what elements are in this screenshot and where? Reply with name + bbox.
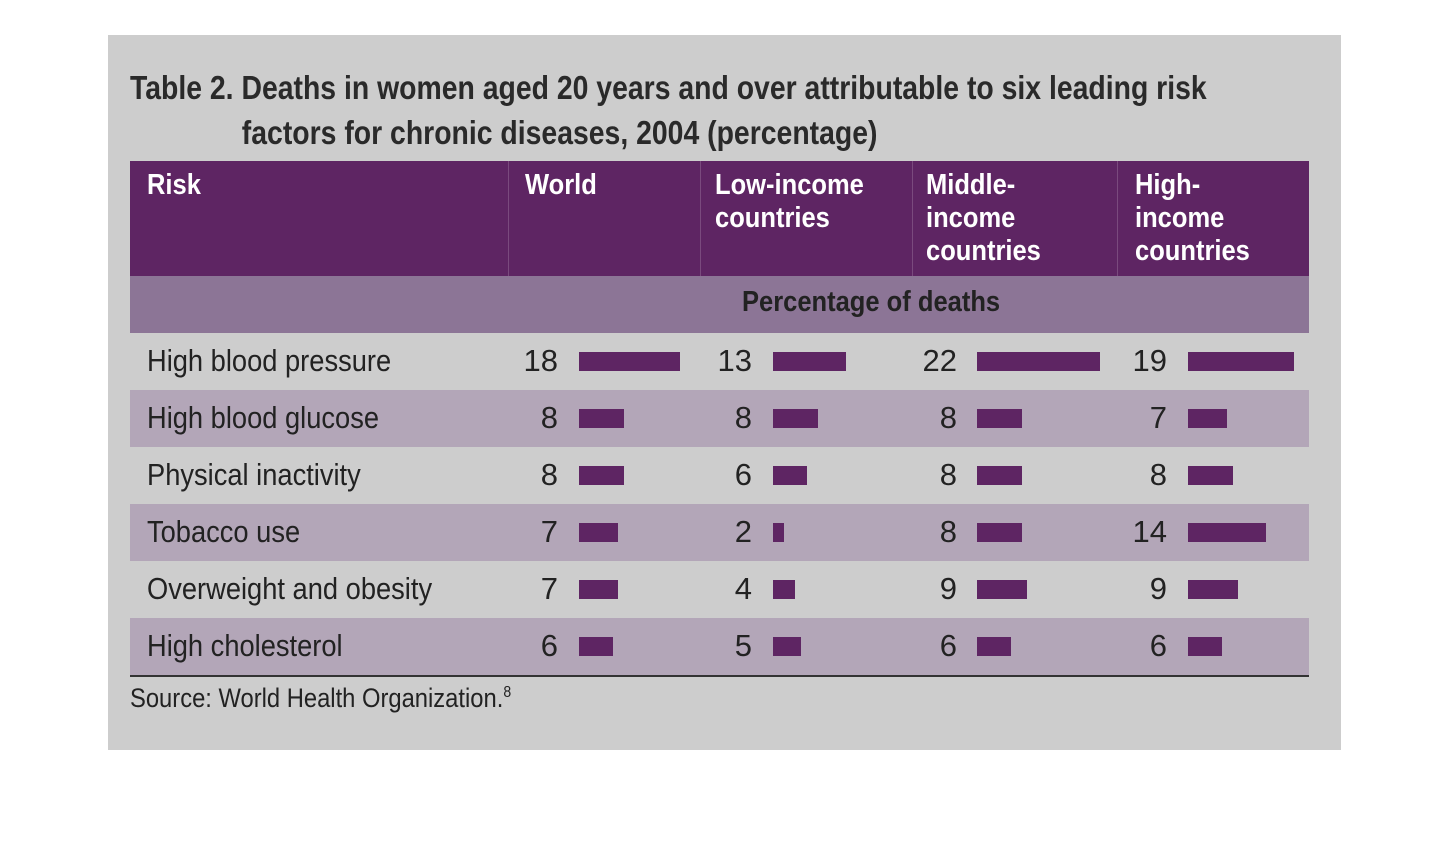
value-bar (1188, 352, 1294, 371)
header-world: World (525, 169, 597, 201)
value-bar (773, 352, 846, 371)
value-label: 14 (1132, 514, 1167, 549)
value-bar (1188, 637, 1222, 656)
source-text: Source: World Health Organization. (130, 683, 504, 713)
value-bar (977, 409, 1022, 428)
header-divider (912, 161, 913, 276)
subheader-label: Percentage of deaths (742, 286, 1001, 318)
value-bar (977, 352, 1100, 371)
value-bar (1188, 466, 1233, 485)
value-bar (773, 409, 818, 428)
value-bar (1188, 409, 1227, 428)
header-divider (508, 161, 509, 276)
source-note: Source: World Health Organization.8 (130, 683, 511, 714)
value-bar (579, 637, 613, 656)
risk-label: High cholesterol (147, 628, 343, 663)
value-label: 8 (540, 457, 558, 492)
value-label: 6 (1149, 628, 1167, 663)
header-divider (1117, 161, 1118, 276)
value-label: 7 (540, 514, 558, 549)
value-bar (977, 637, 1011, 656)
risk-label: High blood pressure (147, 343, 392, 378)
value-bar (977, 466, 1022, 485)
value-label: 9 (1149, 571, 1167, 606)
table-row: High blood pressure 18 13 22 19 (130, 333, 1309, 390)
header-high-income: High- income countries (1135, 169, 1250, 267)
risk-label: Tobacco use (147, 514, 301, 549)
header-divider (700, 161, 701, 276)
value-label: 19 (1132, 343, 1167, 378)
table-row: Overweight and obesity 7 4 9 9 (130, 561, 1309, 618)
value-label: 8 (734, 400, 752, 435)
value-label: 5 (734, 628, 752, 663)
table-row: High blood glucose 8 8 8 7 (130, 390, 1309, 447)
value-bar (977, 580, 1027, 599)
value-label: 22 (922, 343, 957, 378)
value-label: 6 (734, 457, 752, 492)
value-label: 4 (734, 571, 752, 606)
risk-label: High blood glucose (147, 400, 380, 435)
table-row: Physical inactivity 8 6 8 8 (130, 447, 1309, 504)
header-low-income: Low-income countries (715, 169, 864, 234)
value-bar (579, 466, 624, 485)
header-middle-income: Middle- income countries (926, 169, 1041, 267)
subheader-row: Percentage of deaths (130, 276, 1309, 333)
value-label: 8 (939, 514, 957, 549)
source-ref: 8 (503, 684, 512, 701)
value-label: 13 (717, 343, 752, 378)
risk-label: Overweight and obesity (147, 571, 433, 606)
value-bar (579, 352, 680, 371)
title-line-2: factors for chronic diseases, 2004 (perc… (241, 114, 878, 151)
table-title: Table 2. Deaths in women aged 20 years a… (130, 65, 1207, 155)
value-bar (773, 466, 807, 485)
value-label: 8 (939, 400, 957, 435)
value-label: 8 (540, 400, 558, 435)
risk-label: Physical inactivity (147, 457, 361, 492)
value-bar (579, 409, 624, 428)
table-row: Tobacco use 7 2 8 14 (130, 504, 1309, 561)
value-bar (773, 523, 784, 542)
header-risk: Risk (147, 169, 201, 201)
value-label: 7 (540, 571, 558, 606)
value-bar (773, 637, 801, 656)
value-label: 6 (540, 628, 558, 663)
value-label: 6 (939, 628, 957, 663)
value-bar (1188, 523, 1266, 542)
value-bar (579, 580, 618, 599)
value-label: 2 (734, 514, 752, 549)
table-row: High cholesterol 6 5 6 6 (130, 618, 1309, 675)
value-bar (1188, 580, 1238, 599)
value-bar (579, 523, 618, 542)
value-label: 8 (1149, 457, 1167, 492)
value-label: 18 (523, 343, 558, 378)
title-line-1: Table 2. Deaths in women aged 20 years a… (130, 69, 1207, 106)
value-label: 7 (1149, 400, 1167, 435)
table-header: Risk World Low-income countries Middle- … (130, 161, 1309, 276)
value-bar (977, 523, 1022, 542)
value-label: 8 (939, 457, 957, 492)
value-label: 9 (939, 571, 957, 606)
value-bar (773, 580, 795, 599)
table-bottom-rule (130, 675, 1309, 677)
